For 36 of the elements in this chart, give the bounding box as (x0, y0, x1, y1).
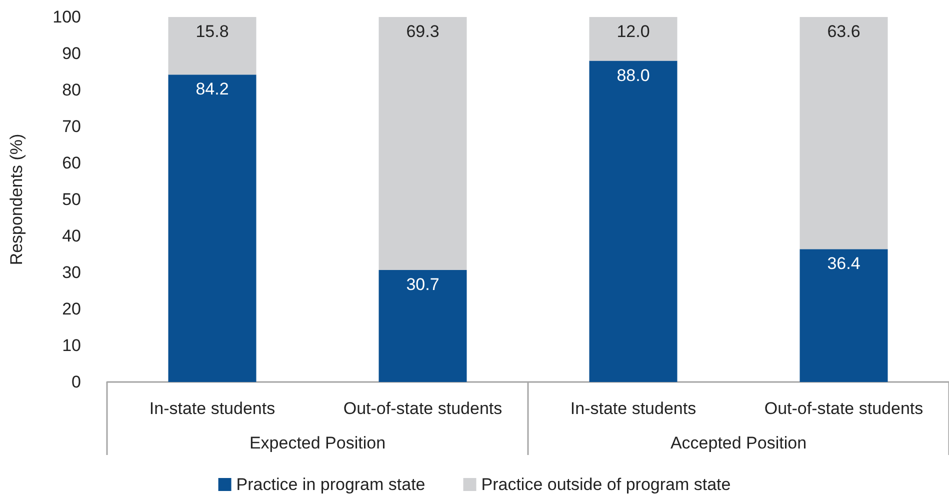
data-label: 63.6 (827, 22, 860, 41)
bar (589, 17, 678, 61)
text: Expected Position (249, 434, 386, 452)
y-tick-label: 90 (62, 44, 81, 63)
bar (168, 17, 256, 75)
y-tick-label: 20 (62, 300, 81, 318)
y-tick-label: 60 (62, 154, 81, 172)
x-tick-label: Out-of-state students (343, 399, 502, 418)
data-label: 88.0 (616, 66, 650, 85)
data-label: 12.0 (616, 22, 650, 41)
bar (378, 270, 467, 382)
bar (589, 60, 678, 382)
data-label: 36.4 (827, 254, 860, 274)
y-tick-label: 0 (72, 372, 81, 392)
y-tick-label: 10 (62, 336, 81, 355)
bar (378, 17, 467, 270)
data-label: 30.7 (406, 274, 440, 294)
y-tick-label: 40 (62, 226, 81, 246)
x-tick-label: Out-of-state students (764, 399, 924, 418)
legend-label: Practice outside of program state (481, 475, 731, 494)
x-tick-label: In-state students (570, 399, 696, 418)
y-tick-label: 70 (62, 117, 81, 136)
text: Accepted Position (670, 434, 807, 452)
x-tick-label: In-state students (149, 399, 276, 418)
data-label: 84.2 (196, 80, 229, 99)
data-label: 15.8 (196, 22, 229, 41)
y-axis-title: Respondents (%) (7, 134, 26, 266)
y-tick-label: 50 (62, 190, 81, 209)
bar (800, 17, 888, 250)
legend-label: Practice in program state (236, 475, 426, 494)
bar (800, 249, 888, 382)
bar (168, 74, 256, 382)
y-tick-label: 100 (52, 8, 81, 26)
y-tick-label: 30 (62, 263, 81, 282)
y-tick-label: 80 (62, 80, 81, 100)
data-label: 69.3 (406, 22, 440, 41)
